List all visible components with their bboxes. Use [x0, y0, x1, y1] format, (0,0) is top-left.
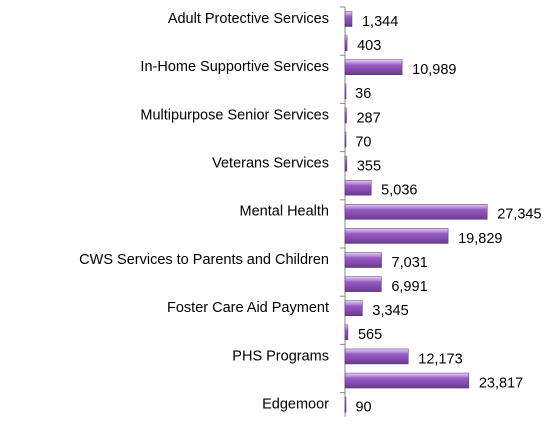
value-label: 6,991: [391, 279, 427, 295]
bar: [344, 11, 353, 27]
bar: [344, 35, 348, 51]
value-label: 1,344: [362, 14, 398, 30]
category-label: Foster Care Aid Payment: [167, 300, 329, 316]
category-label: CWS Services to Parents and Children: [79, 252, 329, 268]
value-label: 27,345: [497, 207, 541, 223]
category-label: Mental Health: [240, 204, 329, 220]
value-label: 565: [358, 327, 382, 343]
value-label: 403: [357, 38, 381, 54]
value-label: 5,036: [381, 183, 417, 199]
bar: [344, 204, 488, 220]
value-label: 12,173: [418, 351, 462, 367]
category-label: Adult Protective Services: [168, 11, 329, 27]
value-label: 10,989: [412, 62, 456, 78]
value-label: 23,817: [479, 375, 523, 391]
bar: [344, 180, 372, 196]
category-label: In-Home Supportive Services: [140, 59, 329, 75]
bar: [344, 300, 363, 316]
category-label: Veterans Services: [212, 155, 329, 171]
bar: [344, 59, 403, 75]
bar: [344, 396, 347, 413]
category-label: PHS Programs: [232, 348, 329, 364]
value-label: 355: [357, 158, 381, 174]
bar: [344, 252, 382, 268]
bar: [344, 276, 382, 292]
bar: [344, 348, 409, 365]
bar: [344, 228, 449, 244]
value-label: 19,829: [458, 231, 502, 247]
bar: [344, 324, 349, 341]
value-label: 3,345: [372, 303, 408, 319]
value-label: 36: [355, 86, 371, 102]
bar: [344, 107, 347, 124]
bar: [344, 372, 470, 389]
bar: [344, 83, 347, 100]
value-label: 90: [355, 399, 371, 415]
category-label: Multipurpose Senior Services: [140, 107, 329, 123]
value-label: 7,031: [392, 255, 428, 271]
value-label: 70: [355, 134, 371, 150]
bar: [344, 131, 347, 148]
value-label: 287: [356, 110, 380, 126]
bar: [344, 155, 348, 172]
category-label: Edgemoor: [262, 396, 329, 412]
